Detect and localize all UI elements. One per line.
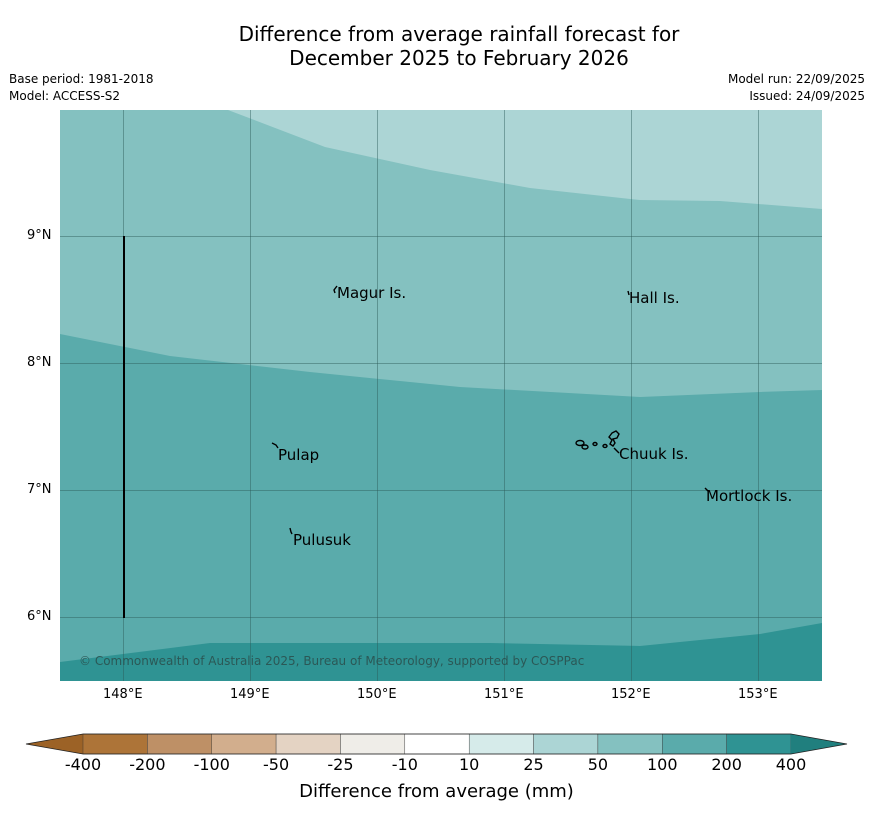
lon-tick-150e: 150°E bbox=[357, 687, 397, 702]
title-line-2: December 2025 to February 2026 bbox=[289, 46, 629, 70]
colorbar-label: -200 bbox=[129, 755, 166, 774]
colorbar bbox=[25, 733, 848, 755]
colorbar-title: Difference from average (mm) bbox=[299, 781, 574, 802]
colorbar-label: -50 bbox=[263, 755, 290, 774]
colorbar-outline bbox=[25, 733, 848, 755]
base-period: Base period: 1981-2018 bbox=[9, 72, 154, 86]
colorbar-label: 25 bbox=[523, 755, 544, 774]
lat-tick-8n: 8°N bbox=[27, 355, 52, 370]
island-hall bbox=[627, 290, 630, 296]
map-canvas bbox=[60, 110, 822, 681]
colorbar-segment-1 bbox=[147, 733, 212, 755]
place-pulap: Pulap bbox=[278, 446, 320, 464]
model-name: Model: ACCESS-S2 bbox=[9, 89, 121, 103]
copyright-credit: © Commonwealth of Australia 2025, Bureau… bbox=[79, 654, 585, 668]
place-pulusuk: Pulusuk bbox=[293, 531, 351, 549]
colorbar-segment-10 bbox=[726, 733, 792, 755]
model-run: Model run: 22/09/2025 bbox=[727, 72, 865, 86]
colorbar-over-arrow bbox=[791, 734, 847, 754]
island-mortlock bbox=[704, 487, 709, 492]
colorbar-segment-7 bbox=[533, 733, 599, 755]
colorbar-label: 400 bbox=[775, 755, 807, 774]
colorbar-segment-5 bbox=[404, 733, 470, 755]
meta-left: Base period: 1981-2018 Model: ACCESS-S2 bbox=[9, 71, 154, 105]
meta-right: Model run: 22/09/2025 Issued: 24/09/2025 bbox=[728, 71, 865, 105]
colorbar-segment-3 bbox=[275, 733, 341, 755]
island-magur bbox=[333, 285, 338, 294]
colorbar-segment-6 bbox=[468, 733, 534, 755]
title-line-1: Difference from average rainfall forecas… bbox=[238, 22, 680, 46]
colorbar-segment-0 bbox=[82, 733, 148, 755]
colorbar-label: -400 bbox=[64, 755, 102, 774]
graticule bbox=[60, 110, 822, 681]
place-magur: Magur Is. bbox=[337, 284, 407, 302]
colorbar-label: 50 bbox=[587, 755, 609, 774]
lat-tick-6n: 6°N bbox=[27, 609, 52, 624]
colorbar-segment-2 bbox=[211, 733, 277, 755]
colorbar-label: -100 bbox=[193, 755, 230, 774]
chart-title: Difference from average rainfall forecas… bbox=[0, 22, 873, 70]
island-pulap bbox=[271, 442, 279, 449]
colorbar-label: -25 bbox=[327, 755, 354, 774]
map-panel bbox=[60, 110, 822, 681]
lon-tick-151e: 151°E bbox=[484, 687, 524, 702]
lon-tick-153e: 153°E bbox=[738, 687, 778, 702]
region-25-50 bbox=[228, 110, 822, 209]
lon-tick-152e: 152°E bbox=[611, 687, 651, 702]
issued-date: Issued: 24/09/2025 bbox=[749, 89, 865, 103]
colorbar-segment-9 bbox=[662, 733, 727, 755]
place-mortlock: Mortlock Is. bbox=[706, 487, 793, 505]
island-pulusuk bbox=[289, 527, 293, 535]
region-200-400 bbox=[60, 623, 822, 681]
lat-tick-9n: 9°N bbox=[27, 228, 52, 243]
lon-tick-149e: 149°E bbox=[230, 687, 270, 702]
colorbar-segment-8 bbox=[597, 733, 663, 755]
colorbar-label: -10 bbox=[391, 755, 418, 774]
colorbar-under-arrow bbox=[26, 734, 83, 754]
lon-tick-148e: 148°E bbox=[103, 687, 143, 702]
place-hall: Hall Is. bbox=[629, 289, 680, 307]
colorbar-segment-4 bbox=[340, 733, 406, 755]
island-chuuk-lagoon bbox=[575, 430, 620, 454]
place-chuuk: Chuuk Is. bbox=[619, 445, 689, 463]
colorbar-label: 100 bbox=[646, 755, 678, 774]
colorbar-label: 200 bbox=[711, 755, 742, 774]
lat-tick-7n: 7°N bbox=[27, 482, 52, 497]
colorbar-label: 10 bbox=[458, 755, 480, 774]
island-outlines bbox=[271, 285, 709, 535]
